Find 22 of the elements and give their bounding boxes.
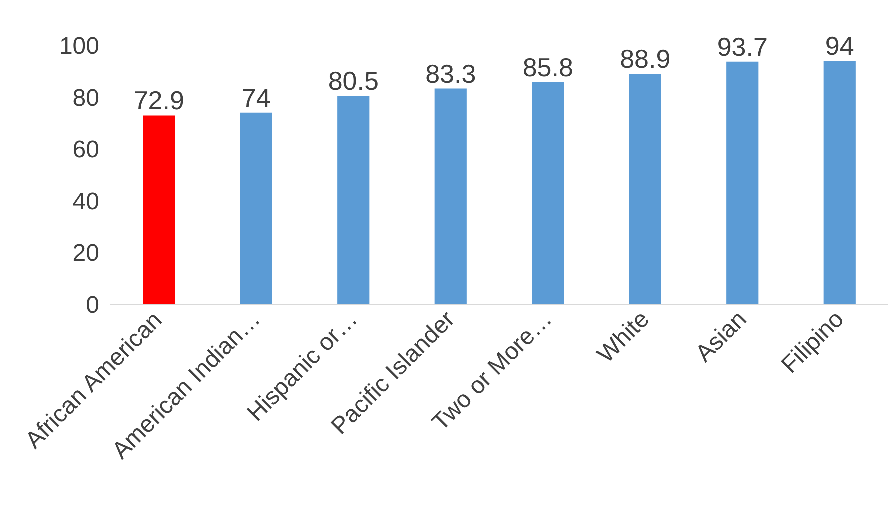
data-label: 74 <box>242 82 271 113</box>
data-label: 80.5 <box>328 66 379 96</box>
y-tick-label: 20 <box>72 240 100 268</box>
bar <box>824 61 856 304</box>
data-label: 94 <box>825 31 854 62</box>
data-label: 72.9 <box>134 86 184 116</box>
bar <box>629 74 662 304</box>
data-label: 83.3 <box>426 58 476 89</box>
y-tick-label: 60 <box>72 136 100 164</box>
y-tick-label: 0 <box>86 292 100 319</box>
y-tick-label: 80 <box>72 84 100 112</box>
bar <box>338 96 370 304</box>
bar <box>240 112 272 304</box>
y-tick-label: 40 <box>72 188 100 216</box>
data-label: 85.8 <box>522 52 574 82</box>
data-label: 93.7 <box>717 32 768 62</box>
bar <box>143 116 176 304</box>
bar <box>532 82 564 304</box>
bar <box>726 62 759 304</box>
data-label: 88.9 <box>620 44 671 74</box>
y-tick-label: 100 <box>59 33 100 60</box>
bar <box>434 88 467 304</box>
